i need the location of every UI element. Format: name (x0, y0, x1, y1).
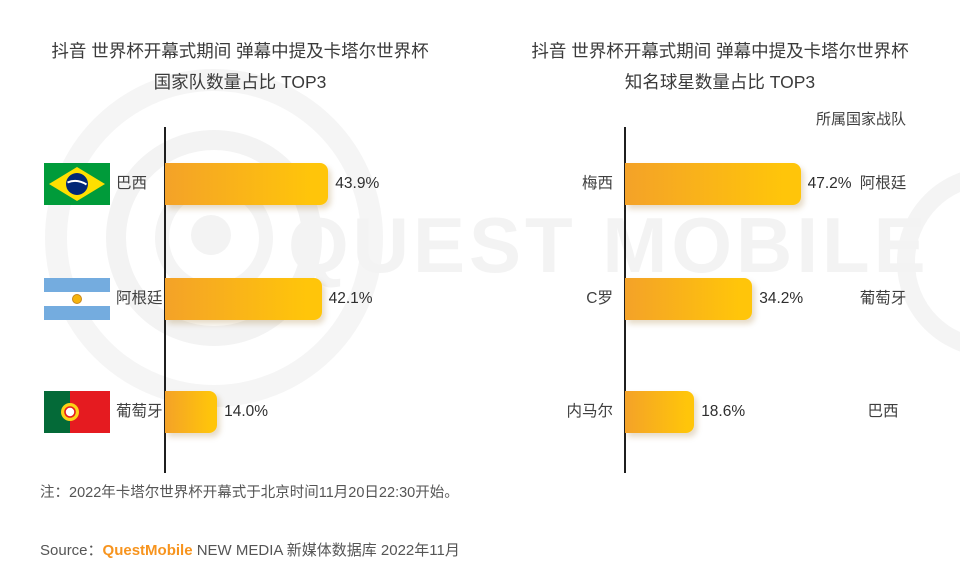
country-label: 阿根廷 (859, 175, 907, 192)
bar (165, 391, 218, 433)
bar (625, 391, 695, 433)
portugal-flag-icon (44, 391, 110, 433)
value-label: 47.2% (807, 175, 852, 192)
value-label: 18.6% (701, 403, 746, 420)
right-chart-row-messi: 梅西 47.2% 阿根廷 (500, 163, 940, 205)
source-suffix: NEW MEDIA 新媒体数据库 2022年11月 (192, 542, 460, 559)
row-label: 葡萄牙 (116, 403, 163, 420)
row-label: 巴西 (116, 175, 148, 192)
right-chart-title: 抖音 世界杯开幕式期间 弹幕中提及卡塔尔世界杯 知名球星数量占比 TOP3 (531, 41, 909, 92)
value-label: 14.0% (224, 403, 269, 420)
right-chart-row-ronaldo: C罗 34.2% 葡萄牙 (500, 278, 940, 320)
row-label: 阿根廷 (116, 290, 163, 307)
source-brand: QuestMobile (102, 542, 193, 559)
footnote: 注：2022年卡塔尔世界杯开幕式于北京时间11月20日22:30开始。 (40, 485, 459, 501)
left-chart-row-argentina: 阿根廷 42.1% (44, 278, 484, 320)
bar-track: 34.2% (625, 278, 803, 320)
bar-track: 42.1% (165, 278, 373, 320)
bar-track: 14.0% (165, 391, 268, 433)
bar (625, 278, 753, 320)
left-chart-title: 抖音 世界杯开幕式期间 弹幕中提及卡塔尔世界杯国家队数量占比 TOP3 (51, 41, 429, 92)
right-chart-axis (624, 127, 626, 473)
left-chart-row-portugal: 葡萄牙 14.0% (44, 391, 484, 433)
row-label: 内马尔 (566, 403, 613, 420)
left-chart-row-brazil: 巴西 43.9% (44, 163, 484, 205)
source-line: Source：QuestMobile NEW MEDIA 新媒体数据库 2022… (40, 539, 460, 560)
value-label: 43.9% (335, 175, 380, 192)
bar (165, 278, 322, 320)
brazil-flag-icon (44, 163, 110, 205)
bar-track: 47.2% (625, 163, 852, 205)
right-chart-row-neymar: 内马尔 18.6% 巴西 (500, 391, 940, 433)
value-label: 42.1% (328, 290, 373, 307)
bar (625, 163, 801, 205)
argentina-flag-icon (44, 278, 110, 320)
row-label: 梅西 (581, 175, 613, 192)
bar-track: 18.6% (625, 391, 745, 433)
country-label: 葡萄牙 (859, 290, 907, 307)
bar-track: 43.9% (165, 163, 379, 205)
row-label: C罗 (586, 290, 613, 307)
value-label: 34.2% (759, 290, 804, 307)
country-column-header: 所属国家战队 (816, 111, 907, 128)
bar (165, 163, 329, 205)
country-label: 巴西 (867, 403, 899, 420)
source-prefix: Source： (40, 542, 103, 559)
